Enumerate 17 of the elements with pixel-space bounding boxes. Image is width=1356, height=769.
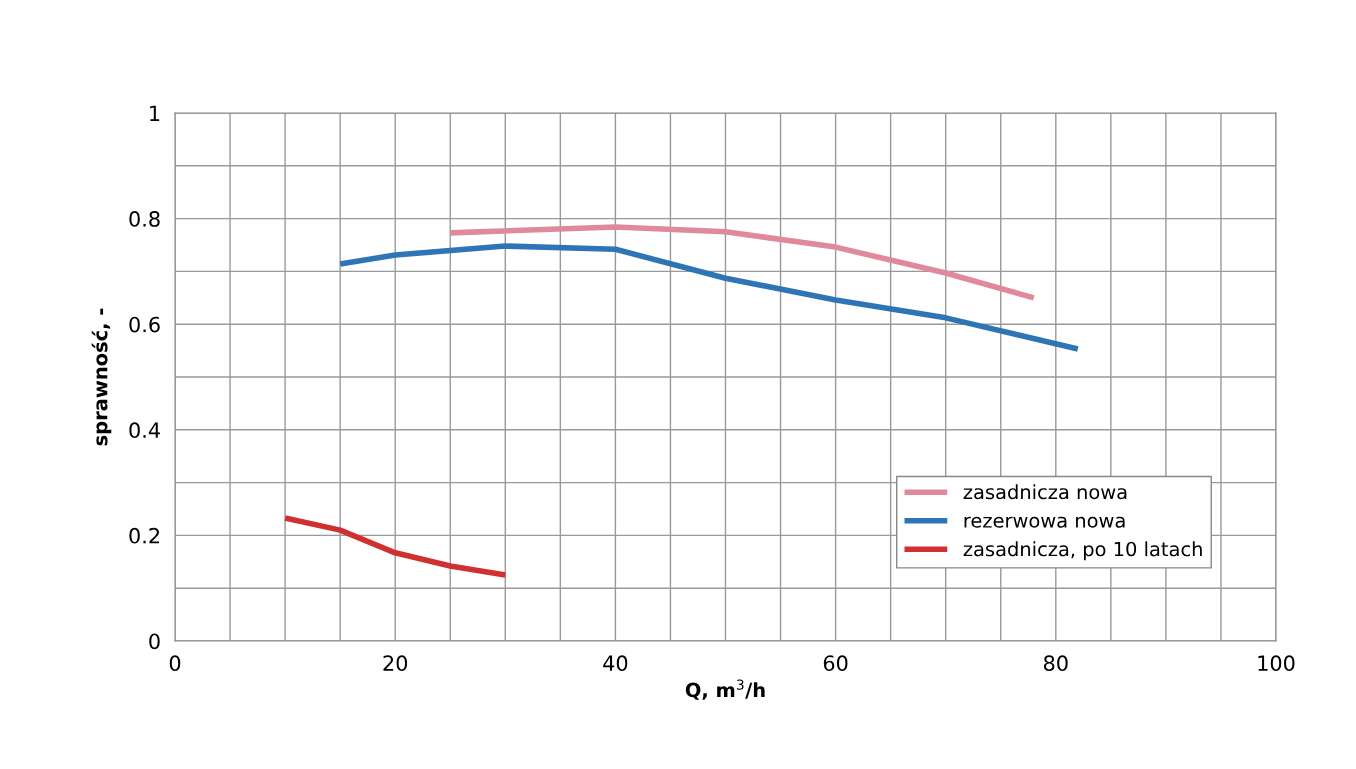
legend-label: zasadnicza nowa	[963, 484, 1127, 500]
x-tick-label: 40	[603, 655, 628, 672]
x-tick-label: 0	[169, 655, 181, 672]
y-tick-label: 1	[150, 105, 160, 121]
y-tick-label: 0	[149, 633, 160, 650]
legend-label: zasadnicza, po 10 latach	[963, 541, 1202, 561]
y-tick-label: 0.6	[129, 316, 160, 333]
legend-label: rezerwowa nowa	[964, 516, 1125, 528]
x-tick-label: 60	[823, 655, 848, 672]
y-tick-label: 0.4	[129, 422, 160, 439]
y-tick-label: 0.8	[129, 211, 160, 227]
x-tick-label: 20	[383, 655, 408, 672]
y-tick-label: 0.2	[129, 527, 160, 544]
x-tick-label: 80	[1043, 655, 1068, 672]
x-axis-title: Q, m$^{3}$/h	[685, 679, 765, 700]
x-tick-label: 100	[1258, 655, 1295, 672]
y-axis-title: sprawność, -	[91, 308, 112, 446]
